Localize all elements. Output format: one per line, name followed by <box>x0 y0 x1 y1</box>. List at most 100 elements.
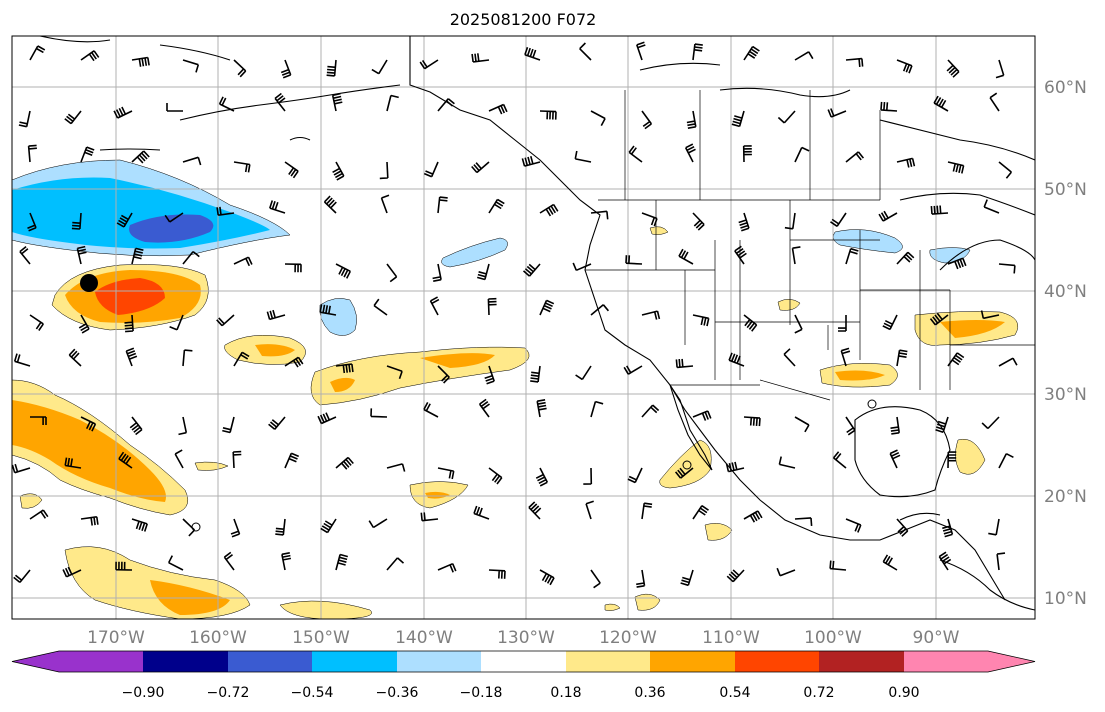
wind-barb <box>473 505 490 520</box>
wind-barb <box>182 156 202 166</box>
colorbar-tick-label: 0.90 <box>888 685 919 701</box>
wind-barb <box>998 263 1016 274</box>
anomaly-fill-layer <box>12 159 1019 619</box>
wind-barb <box>380 194 390 214</box>
lon-label: 160°W <box>189 628 247 648</box>
wind-barb <box>233 161 251 173</box>
wind-barb <box>738 212 750 232</box>
wind-barb <box>579 42 592 61</box>
wind-barb <box>574 150 592 163</box>
wind-barb <box>572 262 592 272</box>
wind-barb <box>726 569 745 583</box>
colorbar-segment <box>59 651 143 672</box>
wind-barb <box>386 365 403 380</box>
wind-barb-layer <box>12 41 1018 589</box>
wind-barb <box>19 245 31 265</box>
wind-barb <box>896 251 915 265</box>
lat-label: 30°N <box>1044 385 1087 405</box>
wind-barb <box>373 298 388 316</box>
wind-barb <box>124 314 134 333</box>
wind-barb <box>118 451 133 469</box>
wind-barb <box>429 296 440 316</box>
lon-label: 140°W <box>395 628 453 648</box>
wind-barb <box>182 250 200 265</box>
wind-barb <box>535 467 549 487</box>
wind-barb <box>319 304 337 316</box>
lat-label: 40°N <box>1044 282 1087 302</box>
map-title: 2025081200 F072 <box>449 10 597 29</box>
wind-barb <box>783 348 796 367</box>
small-contour-circle <box>682 460 692 470</box>
wind-barb <box>583 467 593 485</box>
wind-barb <box>998 452 1014 469</box>
wind-barb <box>266 309 286 321</box>
wind-barb <box>528 501 542 520</box>
wind-barb <box>29 314 44 331</box>
colorbar-tick-label: −0.36 <box>376 685 419 701</box>
wind-barb <box>174 449 184 469</box>
wind-barb <box>64 110 82 125</box>
lat-label: 60°N <box>1044 78 1087 98</box>
wind-barb <box>996 552 1006 571</box>
wind-barb <box>983 199 1000 214</box>
colorbar-segment <box>312 651 397 672</box>
wind-barb <box>998 161 1013 179</box>
wind-barb <box>998 357 1018 367</box>
wind-barb <box>590 110 606 126</box>
wind-barb <box>692 410 712 421</box>
colorbar-tick-label: 0.36 <box>634 685 665 701</box>
colorbar-tick-label: −0.54 <box>291 685 334 701</box>
wind-barb <box>216 314 235 327</box>
wind-barb <box>432 263 442 282</box>
wind-barb <box>539 299 555 316</box>
wind-barb <box>281 552 292 571</box>
wind-barb <box>845 416 856 436</box>
wind-barb <box>476 263 490 281</box>
wind-barb <box>331 92 343 112</box>
wind-barb <box>437 98 455 112</box>
wind-barb <box>484 365 495 385</box>
wind-barb <box>627 467 643 484</box>
wind-barb <box>182 518 196 537</box>
lon-label: 170°W <box>87 628 145 648</box>
wind-barb <box>131 56 150 67</box>
wind-barb <box>896 157 916 168</box>
wind-barb <box>332 161 345 181</box>
wind-barb <box>113 106 133 119</box>
wind-barb <box>641 404 660 418</box>
wind-barb <box>794 51 814 61</box>
colorbar-tick-label: 0.72 <box>803 685 834 701</box>
wind-barb <box>981 416 1000 430</box>
wind-barb <box>166 103 183 112</box>
wind-barb <box>487 297 497 316</box>
wind-barb <box>692 43 703 61</box>
wind-barb <box>743 45 760 61</box>
colorbar-segment <box>735 651 819 672</box>
wind-barb <box>18 110 31 128</box>
lat-label: 50°N <box>1044 180 1087 200</box>
wind-barb <box>218 96 235 112</box>
wind-barb <box>692 212 705 231</box>
wind-barb <box>13 569 31 584</box>
wind-barb <box>585 500 594 520</box>
wind-barb <box>832 451 847 469</box>
wind-barb <box>728 352 745 367</box>
wind-barb <box>488 198 505 214</box>
wind-barb <box>370 408 388 418</box>
wind-barb <box>167 555 184 571</box>
longitude-axis: 170°W 160°W 150°W 140°W 130°W 120°W 110°… <box>87 628 960 648</box>
wind-barb <box>938 551 952 571</box>
wind-barb <box>284 161 299 179</box>
wind-barb <box>947 352 965 367</box>
wind-barb <box>62 566 82 578</box>
wind-barb <box>437 562 457 573</box>
wind-barb <box>838 315 847 332</box>
wind-barb <box>471 53 490 63</box>
wind-barb <box>734 245 747 265</box>
wind-barb <box>80 50 100 62</box>
colorbar-outline <box>11 650 1036 673</box>
wind-barb <box>794 416 810 433</box>
wind-barb <box>222 416 235 434</box>
wind-barb <box>386 94 399 112</box>
